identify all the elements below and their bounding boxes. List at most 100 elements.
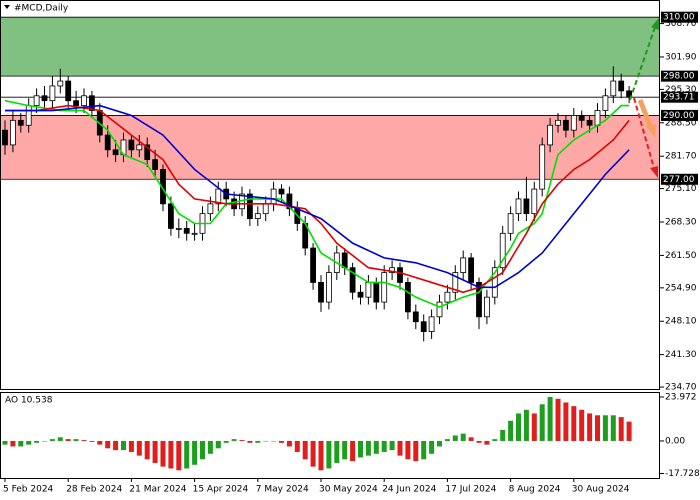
ao-bar bbox=[200, 440, 205, 460]
level-label: 290.00 bbox=[663, 111, 695, 121]
ao-bar bbox=[89, 440, 95, 442]
ao-bar bbox=[318, 440, 324, 471]
candle-body bbox=[278, 188, 285, 195]
ao-bar bbox=[539, 404, 545, 441]
x-tick-label: 21 Mar 2024 bbox=[129, 485, 186, 495]
candle-body bbox=[373, 282, 380, 303]
candle-body bbox=[325, 272, 332, 303]
candle-body bbox=[586, 119, 593, 126]
candle-body bbox=[175, 228, 182, 230]
ao-bar bbox=[610, 415, 616, 441]
ao-bar bbox=[255, 440, 261, 443]
candle-body bbox=[389, 267, 396, 274]
candle-body bbox=[594, 110, 601, 126]
x-tick-label: 8 Aug 2024 bbox=[509, 485, 561, 495]
x-tick-label: 5 Feb 2024 bbox=[3, 485, 54, 495]
candle-body bbox=[555, 119, 561, 126]
ao-bar bbox=[128, 440, 134, 452]
candle-body bbox=[444, 291, 451, 303]
candle-body bbox=[262, 203, 269, 215]
y-tick-label: 241.30 bbox=[665, 350, 697, 360]
y-tick-label: 281.70 bbox=[665, 152, 697, 162]
ao-bar bbox=[618, 417, 624, 441]
zone bbox=[0, 17, 660, 77]
ao-bar bbox=[460, 433, 466, 441]
level-label-bg bbox=[661, 11, 698, 23]
ao-bar bbox=[334, 440, 340, 463]
candle-body bbox=[41, 95, 48, 102]
x-tick-label: 7 May 2024 bbox=[256, 485, 309, 495]
ao-bar bbox=[523, 409, 529, 441]
candle-body bbox=[152, 159, 159, 170]
ao-bar bbox=[2, 440, 8, 445]
x-tick-label: 30 May 2024 bbox=[319, 485, 378, 495]
candle-body bbox=[49, 85, 56, 102]
ao-bar bbox=[373, 440, 379, 454]
candle-body bbox=[73, 100, 79, 107]
ao-bar bbox=[34, 440, 40, 443]
ao-bar bbox=[555, 398, 561, 441]
ao-bar bbox=[405, 440, 411, 460]
candle-body bbox=[483, 296, 490, 318]
ao-bar bbox=[263, 440, 269, 442]
ao-bar bbox=[144, 440, 150, 460]
candle-body bbox=[17, 119, 24, 126]
ao-bar bbox=[381, 440, 387, 452]
main-frame bbox=[0, 0, 660, 390]
level-label-bg bbox=[661, 173, 698, 185]
candle-body bbox=[523, 198, 530, 215]
ao-bar bbox=[350, 440, 356, 462]
y-tick-label: 295.30 bbox=[665, 85, 697, 95]
candle-body bbox=[25, 105, 32, 126]
level-label-bg bbox=[661, 109, 698, 121]
ao-bar bbox=[413, 440, 419, 462]
ao-bar bbox=[500, 429, 506, 441]
candle-body bbox=[397, 267, 403, 283]
x-tick-label: 30 Aug 2024 bbox=[572, 485, 630, 495]
candle-body bbox=[9, 119, 16, 146]
y-tick-label: 301.90 bbox=[665, 52, 697, 62]
ao-bar bbox=[626, 421, 632, 441]
forecast-arrow bbox=[637, 99, 654, 129]
ao-bar bbox=[26, 440, 32, 445]
candle-body bbox=[128, 139, 135, 151]
ao-bar bbox=[113, 440, 119, 451]
ao-bar bbox=[595, 415, 600, 441]
x-tick-label: 17 Jul 2024 bbox=[445, 485, 496, 495]
chart-title: #MCD,Daily bbox=[14, 4, 69, 14]
ao-bar bbox=[239, 440, 245, 441]
ao-bar bbox=[365, 440, 371, 456]
candle-body bbox=[547, 124, 553, 146]
ao-bar bbox=[437, 440, 442, 447]
ao-bar bbox=[429, 440, 435, 454]
ao-bar bbox=[476, 440, 482, 443]
ao-title: AO 10.538 bbox=[5, 396, 53, 406]
candle-body bbox=[112, 149, 119, 156]
ao-bar bbox=[342, 440, 348, 460]
down-arrow bbox=[633, 97, 655, 169]
candle-body bbox=[254, 213, 261, 219]
ao-bar bbox=[468, 437, 474, 441]
candle-body bbox=[499, 232, 506, 269]
ao-bar bbox=[223, 440, 229, 443]
ao-bar bbox=[247, 440, 253, 443]
ao-bar bbox=[207, 440, 213, 454]
ao-bar bbox=[492, 439, 498, 441]
candle-body bbox=[136, 144, 143, 151]
ao-frame bbox=[0, 392, 660, 479]
candle-body bbox=[207, 203, 214, 215]
menu-icon bbox=[4, 5, 10, 9]
ao-bar bbox=[271, 440, 277, 442]
y-tick-label: 288.50 bbox=[665, 118, 697, 128]
ao-bar bbox=[18, 440, 24, 447]
ao-bar bbox=[452, 435, 458, 441]
candle-body bbox=[310, 247, 317, 283]
candle-body bbox=[531, 188, 538, 215]
ao-bar bbox=[547, 396, 553, 441]
candle-body bbox=[57, 80, 64, 87]
ao-bar bbox=[279, 440, 284, 443]
candle-body bbox=[270, 188, 277, 205]
ao-bar bbox=[444, 439, 450, 441]
